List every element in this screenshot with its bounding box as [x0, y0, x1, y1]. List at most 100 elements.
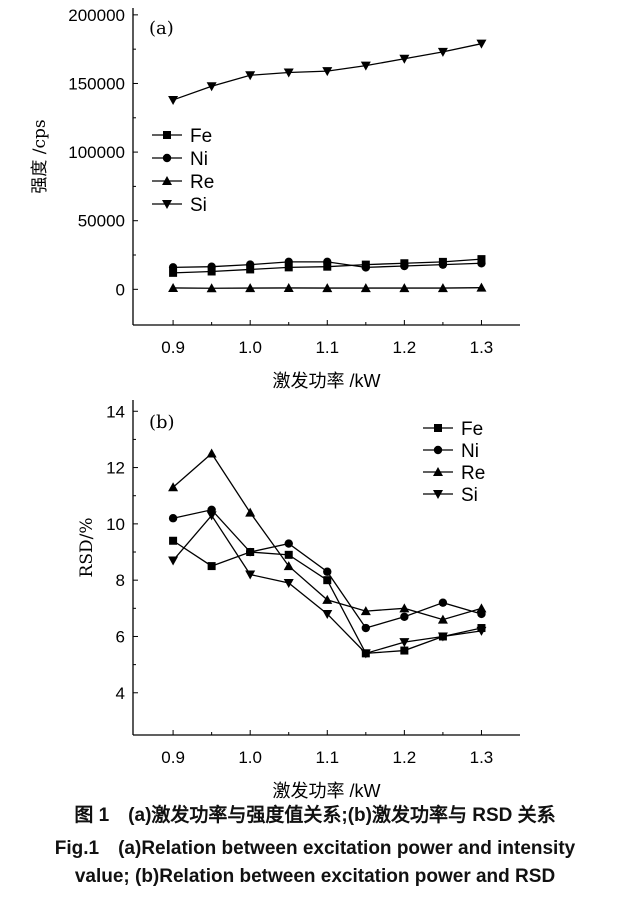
y-axis-label: RSD/% [77, 518, 97, 578]
chart-a: 0.9 1.0 1.1 1.2 1.3 0 50000 100000 150000 200000 激… [30, 6, 520, 391]
legend-marker-Fe [434, 424, 442, 432]
y-tick-label: 200000 [68, 6, 125, 25]
x-tick-label: 0.9 [161, 338, 185, 357]
data-point-Re [476, 282, 487, 292]
data-point-Re [283, 282, 294, 292]
caption-en-line1: Fig.1 (a)Relation between excitation pow… [54, 838, 576, 859]
y-tick-label: 12 [106, 459, 125, 478]
data-point-Re [206, 448, 217, 458]
data-point-Fe [207, 267, 216, 276]
x-tick-label: 1.3 [470, 338, 494, 357]
legend-marker-Si [162, 200, 172, 209]
series-line-Si [172, 514, 482, 655]
legend-marker-Ni [162, 153, 172, 163]
legend-label-Fe: Fe [461, 419, 483, 440]
data-point-Re [245, 283, 256, 293]
data-point-Si [206, 511, 217, 521]
data-point-Ni [323, 257, 332, 267]
data-point-Ni [361, 263, 371, 272]
data-point-Si [437, 47, 448, 57]
data-point-Si [322, 67, 333, 77]
x-axis-label: 激发功率 /kW [273, 371, 381, 391]
data-point-Ni [168, 263, 178, 272]
panel-label: (b) [149, 412, 175, 433]
x-tick-label: 0.9 [161, 748, 185, 767]
data-point-Ni [438, 260, 448, 269]
y-tick-label: 4 [116, 684, 125, 703]
data-point-Re [322, 594, 333, 604]
data-point-Ni [438, 598, 448, 607]
caption-en-line2: value; (b)Relation between excitation po… [74, 866, 556, 887]
x-tick-label: 1.2 [393, 748, 417, 767]
data-point-Si [245, 570, 256, 580]
data-point-Re [206, 283, 217, 293]
y-tick-label: 6 [116, 627, 125, 646]
x-axis-label: 激发功率 /kW [273, 781, 381, 801]
legend-label-Ni: Ni [190, 149, 208, 170]
x-tick-label: 1.0 [238, 338, 262, 357]
data-point-Si [476, 626, 487, 636]
data-point-Si [168, 556, 179, 566]
data-point-Si [399, 54, 410, 64]
x-tick-label: 1.2 [393, 338, 417, 357]
legend-label-Si: Si [461, 485, 478, 506]
x-tick-label: 1.1 [315, 748, 339, 767]
chart-b: 0.9 1.0 1.1 1.2 1.3 4 6 8 10 12 14 激发功率 /kW RSD/% (b)… [77, 400, 520, 801]
data-point-Si [206, 82, 217, 92]
data-point-Si [476, 39, 487, 49]
x-tick-label: 1.3 [470, 748, 494, 767]
legend-marker-Re [433, 467, 443, 476]
y-tick-label: 150000 [68, 74, 125, 93]
data-point-Ni [477, 259, 486, 268]
data-point-Si [283, 68, 294, 78]
legend-marker-Ni [433, 445, 443, 455]
y-axis-label: 强度 /cps [30, 119, 50, 193]
series-Ni: Ni [168, 441, 486, 633]
data-point-Ni [245, 260, 255, 269]
legend-label-Fe: Fe [190, 126, 212, 147]
data-point-Si [322, 609, 333, 619]
series-Re: Re [152, 172, 487, 293]
y-tick-label: 50000 [78, 212, 125, 231]
data-point-Si [283, 578, 294, 588]
x-tick-label: 1.0 [238, 748, 262, 767]
data-point-Si [245, 71, 256, 81]
data-point-Ni [400, 261, 409, 271]
series-Si: Si [152, 39, 487, 216]
legend-marker-Re [162, 176, 172, 185]
data-point-Re [245, 507, 256, 517]
legend-marker-Si [433, 490, 443, 499]
data-point-Re [399, 603, 410, 613]
legend-label-Re: Re [461, 463, 485, 484]
data-point-Ni [400, 612, 409, 621]
data-point-Re [476, 603, 487, 613]
data-point-Si [360, 649, 371, 659]
data-point-Si [168, 95, 179, 105]
data-point-Re [322, 283, 333, 293]
x-tick-label: 1.1 [315, 338, 339, 357]
data-point-Re [399, 283, 410, 293]
series-Si: Si [168, 485, 487, 659]
series-Fe: Fe [169, 419, 486, 658]
data-point-Fe [169, 268, 178, 277]
y-tick-label: 10 [106, 515, 125, 534]
data-point-Fe [284, 550, 293, 559]
series-Ni: Ni [152, 149, 486, 272]
data-point-Ni [284, 257, 293, 267]
data-point-Fe [400, 646, 409, 655]
data-point-Ni [284, 539, 293, 548]
legend-marker-Fe [163, 131, 171, 139]
data-point-Re [360, 283, 371, 293]
data-point-Re [168, 482, 179, 492]
data-point-Ni [361, 623, 371, 633]
legend-label-Si: Si [190, 195, 207, 216]
data-point-Ni [207, 262, 216, 271]
data-point-Re [283, 561, 294, 571]
data-point-Fe [323, 576, 332, 585]
data-point-Ni [323, 567, 332, 576]
data-point-Fe [323, 262, 332, 271]
data-point-Ni [245, 547, 255, 557]
y-tick-label: 8 [116, 571, 125, 590]
data-point-Re [437, 283, 448, 293]
